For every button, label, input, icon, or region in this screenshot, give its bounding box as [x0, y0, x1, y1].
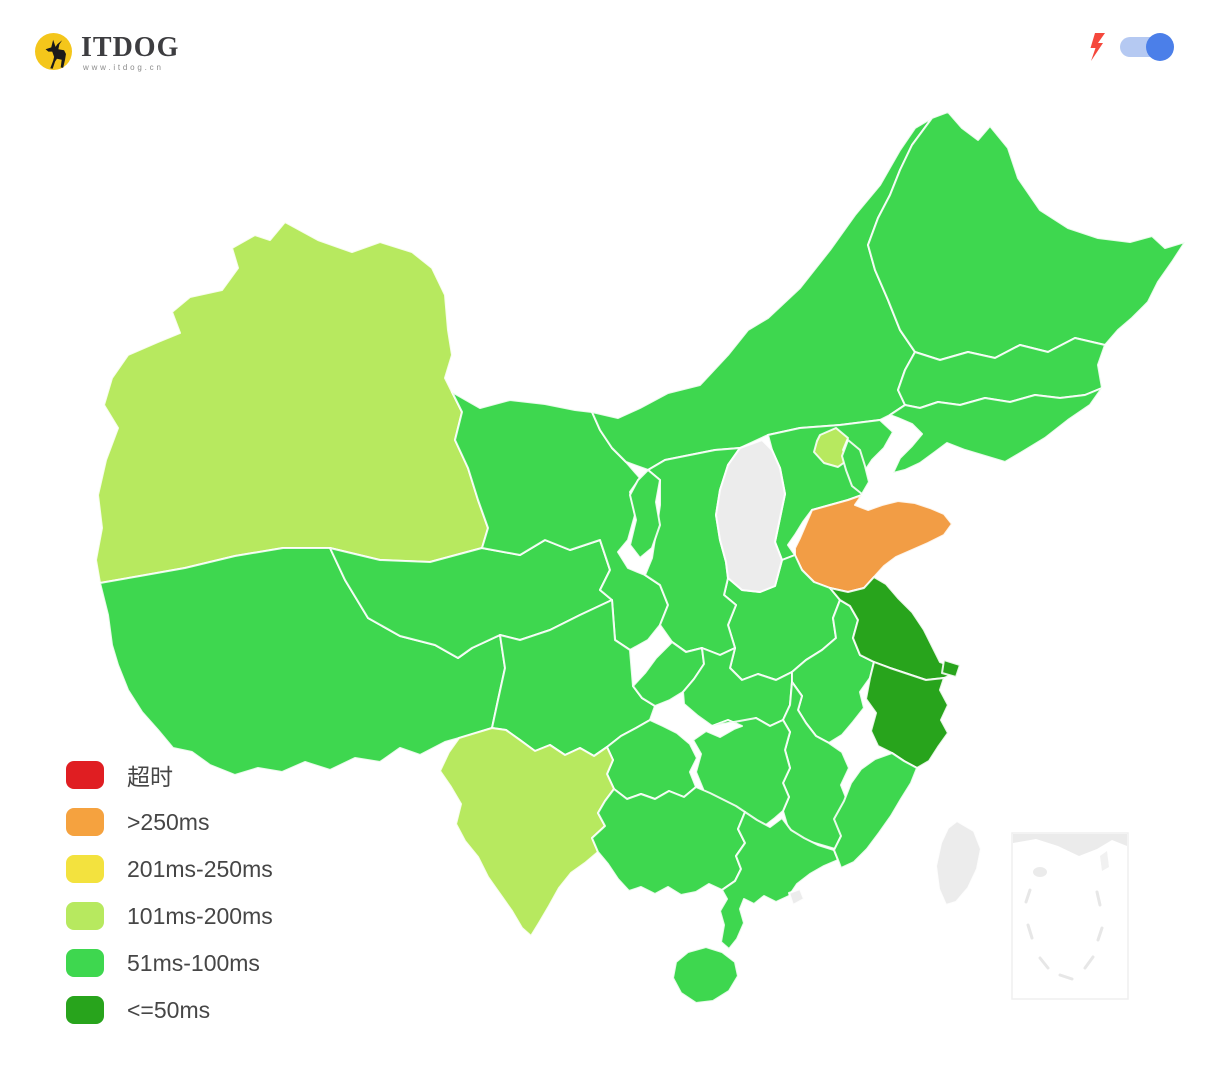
- legend-item-201-250: 201ms-250ms: [66, 855, 273, 883]
- province-ningxia[interactable]: [629, 469, 661, 559]
- province-zhejiang[interactable]: [865, 661, 949, 769]
- legend-swatch-le50: [66, 996, 104, 1024]
- province-fujian[interactable]: [833, 752, 918, 869]
- legend-item-le50: <=50ms: [66, 996, 273, 1024]
- south-china-sea-inset: [1011, 832, 1129, 1000]
- legend-swatch-gt250: [66, 808, 104, 836]
- province-hainan[interactable]: [672, 946, 739, 1004]
- legend-swatch-51-100: [66, 949, 104, 977]
- toggle-knob: [1146, 33, 1174, 61]
- legend-item-timeout: 超时: [66, 761, 273, 790]
- legend-label: 101ms-200ms: [127, 902, 273, 929]
- legend-label: 201ms-250ms: [127, 855, 273, 882]
- legend-item-51-100: 51ms-100ms: [66, 949, 273, 977]
- logo-badge: [35, 32, 75, 72]
- province-tianjin[interactable]: [841, 439, 870, 495]
- legend-swatch-101-200: [66, 902, 104, 930]
- inset-nine-dash-line: [1024, 888, 1104, 981]
- legend-label: 51ms-100ms: [127, 949, 260, 976]
- logo-wordmark: ITDOG: [81, 32, 180, 63]
- legend-swatch-201-250: [66, 855, 104, 883]
- province-shanxi[interactable]: [715, 439, 786, 593]
- province-neimenggu[interactable]: [591, 117, 933, 471]
- province-hongkong[interactable]: [788, 888, 805, 906]
- dog-icon: [45, 39, 66, 69]
- inset-taiwan: [1100, 851, 1109, 871]
- legend-label: <=50ms: [127, 996, 211, 1023]
- province-yunnan[interactable]: [439, 727, 615, 937]
- province-liaoning[interactable]: [889, 387, 1103, 474]
- province-guangdong[interactable]: [719, 811, 839, 950]
- inset-coastline: [1013, 834, 1127, 856]
- legend-label: >250ms: [127, 808, 210, 835]
- province-xinjiang[interactable]: [95, 221, 489, 584]
- header-controls: [1089, 30, 1174, 64]
- itdog-logo[interactable]: ITDOG www.itdog.cn: [35, 32, 179, 72]
- province-guangxi[interactable]: [591, 786, 746, 896]
- inset-border: [1011, 832, 1129, 1000]
- inset-hainan: [1033, 867, 1047, 877]
- logo-text-block: ITDOG www.itdog.cn: [81, 32, 180, 73]
- province-shanghai[interactable]: [941, 659, 961, 678]
- legend-swatch-timeout: [66, 761, 104, 789]
- legend-item-101-200: 101ms-200ms: [66, 902, 273, 930]
- province-taiwan[interactable]: [935, 820, 982, 906]
- province-heilongjiang[interactable]: [867, 111, 1186, 361]
- lightning-icon[interactable]: [1089, 33, 1106, 61]
- logo-url: www.itdog.cn: [83, 63, 164, 72]
- latency-legend: 超时 >250ms 201ms-250ms 101ms-200ms 51ms-1…: [66, 761, 273, 1024]
- legend-item-gt250: >250ms: [66, 808, 273, 836]
- map-mode-toggle[interactable]: [1120, 30, 1174, 64]
- legend-label: 超时: [127, 764, 173, 790]
